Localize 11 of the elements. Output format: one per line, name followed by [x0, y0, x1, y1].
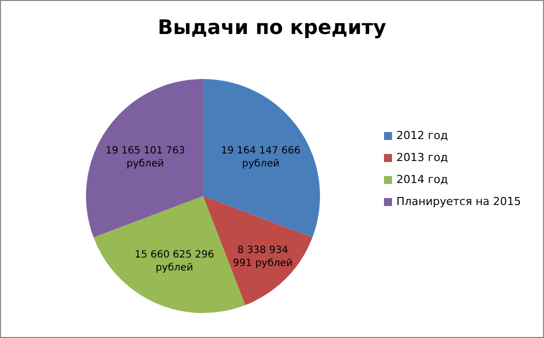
legend-label: Планируется на 2015	[396, 195, 521, 208]
legend-label: 2014 год	[396, 173, 448, 186]
pie-slice	[203, 79, 320, 238]
data-label: 19 165 101 763 рублей	[105, 146, 186, 170]
pie-slice	[86, 79, 203, 238]
data-label: 8 338 934 991 рублей	[232, 244, 293, 269]
legend-label: 2013 год	[396, 151, 448, 164]
chart-title: Выдачи по кредиту	[156, 15, 388, 39]
data-label: 15 660 625 296 рублей	[134, 250, 214, 274]
legend-label: 2012 год	[396, 129, 448, 142]
data-label: 19 164 147 666 рублей	[220, 146, 301, 170]
